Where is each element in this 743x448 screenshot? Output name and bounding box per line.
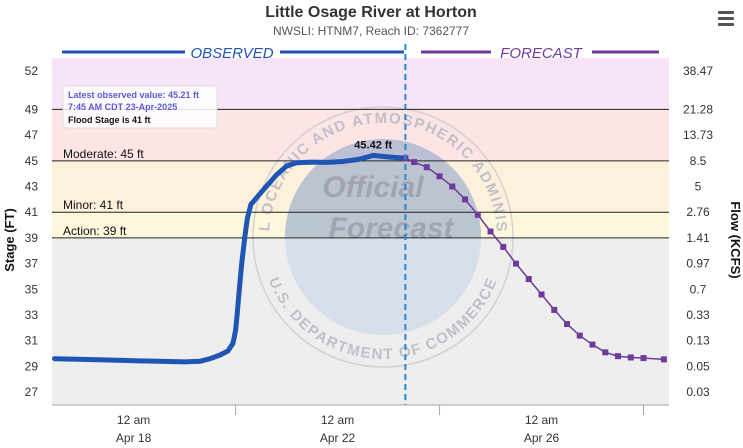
chart-title: Little Osage River at Horton [265, 4, 477, 21]
forecast-point [474, 211, 481, 218]
y2-tick-label: 1.41 [686, 231, 710, 245]
tooltip-time: 7:45 AM CDT 23-Apr-2025 [68, 102, 177, 112]
y-tick-label: 52 [25, 64, 39, 78]
forecast-point [449, 183, 456, 190]
forecast-point [436, 173, 443, 180]
axes: OBSERVED FORECAST 27 29 31 33 35 37 39 41 43 45 47 49… [2, 45, 743, 445]
y2-tick-label: 0.03 [686, 385, 710, 399]
y2-tick-label: 0.33 [686, 308, 710, 322]
forecast-point [551, 306, 558, 313]
y-tick-label: 43 [25, 180, 39, 194]
y-tick-label: 45 [25, 154, 39, 168]
stage-band [52, 212, 669, 238]
forecast-point [589, 341, 596, 348]
watermark-disc [285, 139, 481, 335]
x-tick-date: Apr 26 [524, 431, 560, 445]
y-tick-label: 29 [25, 359, 39, 373]
y2-axis-title: Flow (KCFS) [728, 201, 743, 278]
y2-tick-label: 8.5 [690, 154, 707, 168]
forecast-point [411, 159, 418, 166]
x-tick-date: Apr 22 [320, 431, 356, 445]
forecast-point [640, 355, 647, 362]
y-tick-label: 31 [25, 334, 39, 348]
x-tick-label: 12 am [525, 413, 558, 427]
y2-tick-label: 13.73 [683, 128, 713, 142]
forecast-point [602, 349, 609, 356]
y-tick-label: 39 [25, 231, 39, 245]
forecast-point [615, 353, 622, 360]
y2-tick-label: 38.47 [683, 64, 713, 78]
forecast-point [500, 243, 507, 250]
y2-tick-label: 0.97 [686, 257, 710, 271]
x-tick-label: 12 am [117, 413, 150, 427]
tooltip-flood-stage: Flood Stage is 41 ft [68, 115, 151, 125]
x-tick-date: Apr 18 [116, 431, 152, 445]
forecast-point [627, 354, 634, 361]
watermark-outer-ring [252, 106, 514, 368]
y-tick-label: 47 [25, 128, 39, 142]
forecast-label: FORECAST [500, 45, 584, 62]
observed-label: OBSERVED [190, 45, 273, 62]
observed-series-line [52, 152, 408, 365]
chart-subtitle: NWSLI: HTNM7, Reach ID: 7362777 [273, 24, 469, 38]
threshold-label: Action: 39 ft [63, 224, 127, 238]
forecast-point [462, 196, 469, 203]
watermark-forecast: Forecast [328, 212, 455, 245]
y2-tick-label: 5 [695, 180, 702, 194]
chart-menu-button[interactable] [713, 8, 739, 30]
y-tick-label: 41 [25, 205, 39, 219]
forecast-point [423, 164, 430, 171]
forecast-point [576, 332, 583, 339]
y-tick-label: 37 [25, 257, 39, 271]
menu-bar [718, 11, 734, 14]
tooltip-latest-value: Latest observed value: 45.21 ft [68, 90, 199, 100]
forecast-point [538, 291, 545, 298]
y-tick-label: 33 [25, 308, 39, 322]
forecast-point [660, 356, 667, 363]
y-axis-title: Stage (FT) [2, 208, 17, 272]
watermark-official: Official [322, 171, 424, 204]
forecast-point [525, 276, 532, 283]
y-tick-label: 49 [25, 102, 39, 116]
tooltip-box [62, 85, 218, 129]
y2-tick-label: 0.05 [686, 359, 710, 373]
forecast-point [564, 321, 571, 328]
y2-tick-label: 21.28 [683, 102, 713, 116]
forecast-point [513, 260, 520, 267]
y2-tick-label: 0.7 [690, 282, 707, 296]
threshold-label: Moderate: 45 ft [63, 147, 144, 161]
menu-bar [718, 17, 734, 20]
overlay: 45.42 ft Latest observed value: 45.21 ft 7… [62, 44, 407, 405]
y2-tick-label: 2.76 [686, 205, 710, 219]
threshold-label: Minor: 41 ft [63, 198, 124, 212]
x-tick-label: 12 am [321, 413, 354, 427]
peak-value-label: 45.42 ft [354, 139, 392, 151]
y-tick-label: 35 [25, 282, 39, 296]
forecast-point [487, 228, 494, 235]
stage-bands [52, 58, 669, 405]
menu-bar [718, 23, 734, 26]
stage-band [52, 160, 669, 213]
y2-tick-label: 0.13 [686, 334, 710, 348]
y-tick-label: 27 [25, 385, 39, 399]
